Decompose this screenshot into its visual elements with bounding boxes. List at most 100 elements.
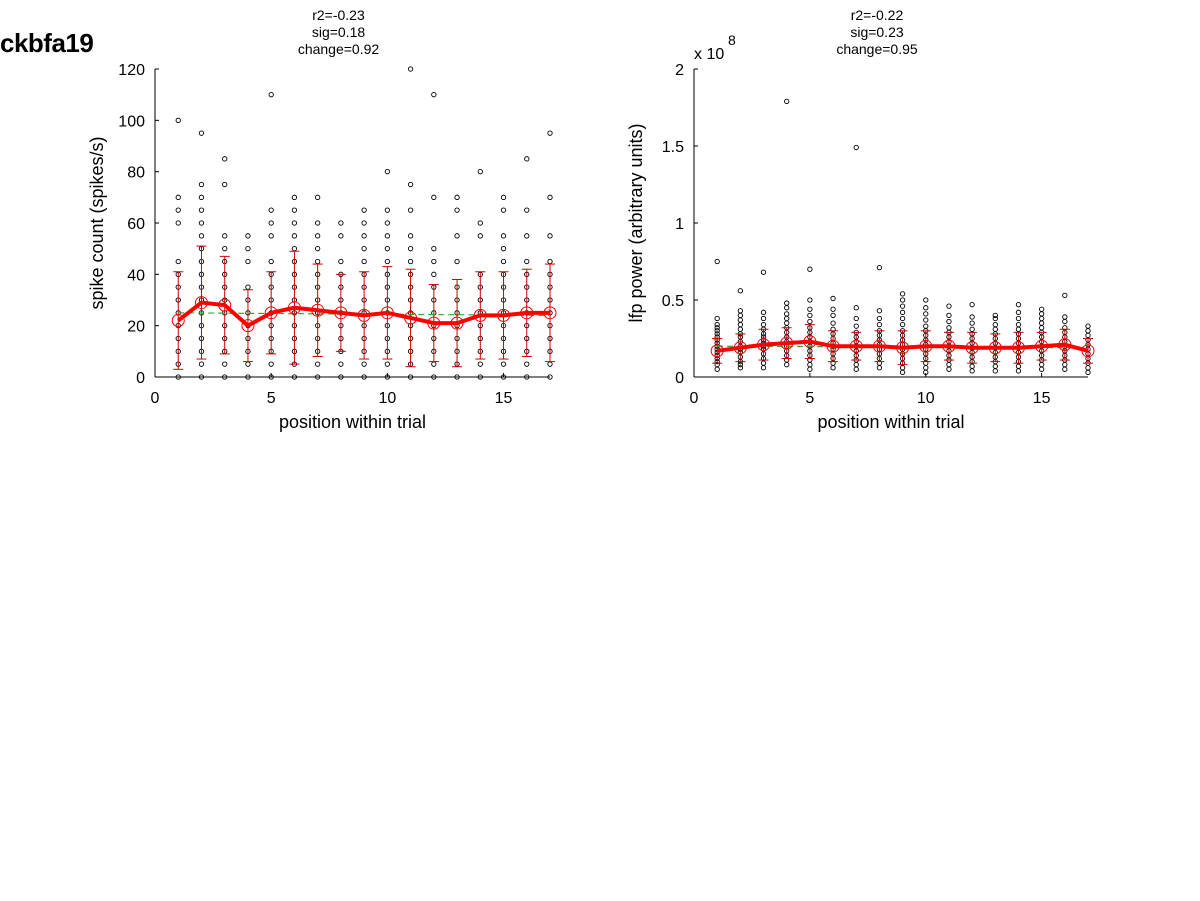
y-tick-label: 120	[118, 62, 145, 79]
data-point	[784, 98, 790, 104]
data-point	[361, 233, 367, 239]
data-point	[992, 312, 998, 319]
data-point	[969, 301, 975, 308]
data-point	[384, 233, 391, 239]
data-point	[314, 258, 321, 265]
data-point	[714, 366, 720, 372]
data-point	[245, 258, 251, 265]
data-point	[314, 194, 321, 200]
x-tick-label: 15	[1033, 390, 1051, 407]
data-point	[1085, 328, 1091, 334]
data-point	[876, 308, 883, 314]
data-point	[830, 295, 836, 302]
x-tick-label: 10	[917, 390, 935, 407]
data-point	[876, 315, 883, 322]
data-point	[876, 265, 883, 271]
data-point	[1038, 325, 1045, 331]
mean-line	[177, 300, 550, 328]
data-point	[338, 361, 344, 367]
mean-marker	[803, 335, 817, 349]
data-point	[338, 258, 344, 265]
data-point	[222, 156, 228, 162]
data-point	[899, 297, 906, 303]
data-point	[1015, 309, 1022, 315]
data-point	[784, 305, 790, 311]
data-point	[714, 321, 720, 328]
data-point	[431, 258, 437, 265]
data-point	[407, 207, 414, 213]
x-axis-label: position within trial	[279, 412, 426, 432]
data-point	[361, 220, 367, 226]
data-point	[524, 156, 530, 162]
data-point	[500, 374, 507, 380]
data-point	[923, 311, 929, 317]
data-point	[198, 181, 205, 188]
data-point	[454, 194, 460, 200]
data-point	[853, 305, 859, 311]
data-point	[1015, 326, 1022, 332]
data-point	[245, 361, 251, 367]
data-point	[1085, 365, 1091, 371]
data-point	[784, 311, 790, 317]
mean-marker	[965, 341, 979, 355]
data-point	[407, 66, 414, 72]
data-point	[760, 309, 767, 315]
mean-marker	[872, 339, 886, 353]
y-axis-label: lfp power (arbitrary units)	[626, 123, 646, 322]
data-point	[1038, 366, 1045, 372]
data-point	[361, 374, 367, 380]
mean-marker	[1081, 344, 1095, 358]
data-point	[547, 233, 553, 239]
data-point	[524, 374, 530, 380]
data-point	[992, 321, 998, 328]
y-tick-label: 1	[675, 216, 684, 233]
data-point	[198, 220, 205, 226]
data-point	[946, 312, 952, 319]
data-point	[923, 365, 929, 371]
mean-marker	[264, 306, 278, 320]
data-point	[477, 361, 483, 367]
data-point	[923, 323, 929, 329]
mean-marker	[287, 301, 301, 315]
data-point	[853, 366, 859, 372]
data-point	[198, 233, 205, 239]
data-point	[807, 266, 813, 272]
mean-marker	[427, 316, 441, 330]
data-point	[198, 374, 205, 380]
stat-line: r2=-0.22	[851, 7, 904, 23]
data-point	[899, 321, 906, 328]
x-tick-label: 10	[378, 390, 396, 407]
data-point	[899, 315, 906, 322]
data-point	[1038, 362, 1045, 368]
mean-marker	[543, 306, 557, 320]
mean-marker	[241, 319, 255, 333]
data-point	[760, 315, 767, 322]
mean-marker	[194, 296, 208, 310]
data-point	[222, 246, 228, 252]
data-point	[268, 220, 274, 226]
data-point	[992, 363, 998, 369]
data-point	[268, 361, 274, 367]
data-point	[1038, 315, 1045, 322]
data-point	[946, 325, 952, 331]
y-tick-label: 2	[675, 62, 684, 79]
data-point	[737, 365, 744, 371]
x-tick-label: 15	[495, 390, 513, 407]
data-point	[992, 368, 998, 374]
mean-marker	[988, 341, 1002, 355]
data-point	[784, 300, 790, 306]
data-point	[784, 315, 790, 322]
data-point	[807, 362, 813, 368]
data-point	[969, 314, 975, 320]
data-point	[946, 362, 952, 368]
data-point	[830, 306, 836, 312]
data-point	[737, 317, 744, 323]
data-point	[198, 194, 205, 200]
data-point	[807, 312, 813, 319]
data-point	[714, 325, 720, 331]
mean-marker	[334, 306, 348, 320]
data-point	[454, 258, 460, 265]
data-point	[807, 297, 813, 303]
